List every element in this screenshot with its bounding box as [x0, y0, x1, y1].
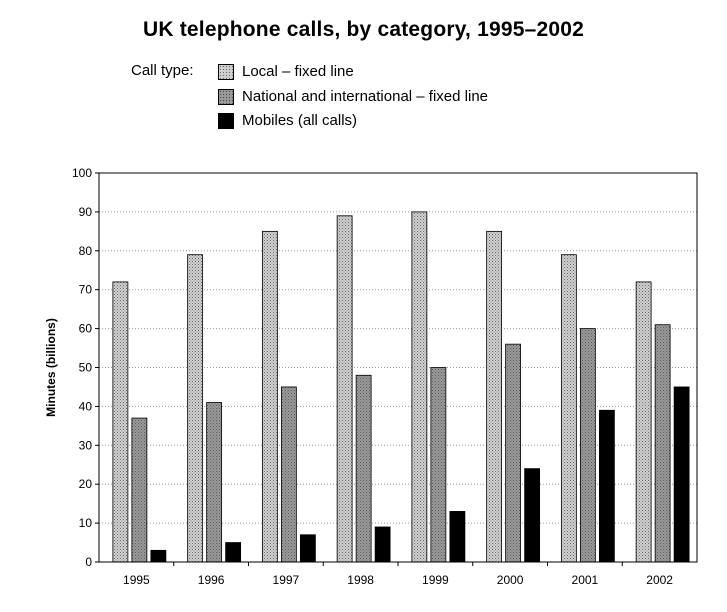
y-tick-label: 40: [79, 399, 93, 413]
legend-label-national: National and international – fixed line: [242, 88, 488, 105]
bar-national-1996: [206, 402, 223, 563]
bar-national-2002: [654, 324, 671, 563]
x-tick-label: 2001: [572, 573, 599, 587]
y-tick-label: 70: [79, 283, 93, 297]
legend-label-mobiles: Mobiles (all calls): [242, 112, 358, 129]
bar-local-1998: [336, 215, 353, 563]
x-tick-label: 2000: [497, 573, 524, 587]
bar-mobiles-1995: [150, 549, 167, 563]
bars: [112, 211, 690, 563]
bar-mobiles-2001: [598, 409, 615, 563]
legend: Call type: Local – fixed line National a…: [0, 0, 727, 150]
legend-heading: Call type:: [131, 62, 194, 79]
bar-national-2000: [505, 343, 522, 563]
y-tick-label: 30: [79, 438, 93, 452]
legend-label-local: Local – fixed line: [242, 63, 354, 80]
y-axis-title: Minutes (billions): [44, 318, 58, 417]
y-tick-label: 60: [79, 322, 93, 336]
bar-local-1995: [112, 281, 129, 563]
bar-local-2001: [560, 254, 577, 563]
y-tick-label: 20: [79, 477, 93, 491]
x-axis: 1995 1996 1997 1998 1999 2000 2001 2002: [123, 562, 673, 587]
y-axis: 0 10 20 30 40 50 60 70 80 90 100: [72, 166, 99, 569]
legend-swatch-local: [218, 64, 234, 80]
x-tick-label: 1996: [198, 573, 225, 587]
x-tick-label: 1995: [123, 573, 150, 587]
y-tick-label: 80: [79, 244, 93, 258]
bar-local-2002: [635, 281, 652, 563]
bar-mobiles-1997: [299, 534, 316, 563]
bar-mobiles-1999: [449, 511, 466, 563]
y-tick-label: 0: [85, 555, 92, 569]
bar-national-1997: [280, 386, 297, 563]
bar-national-1999: [430, 367, 447, 563]
bar-local-1997: [261, 230, 278, 563]
y-tick-label: 90: [79, 205, 93, 219]
x-tick-label: 1997: [273, 573, 300, 587]
bar-local-1996: [187, 254, 204, 563]
y-tick-label: 10: [79, 516, 93, 530]
bar-national-1995: [131, 417, 148, 563]
x-tick-label: 1998: [347, 573, 374, 587]
chart-title: UK telephone calls, by category, 1995–20…: [142, 18, 585, 41]
bar-mobiles-1998: [374, 526, 391, 563]
bar-local-1999: [411, 211, 428, 563]
bar-national-2001: [579, 328, 596, 563]
y-tick-label: 100: [72, 166, 92, 180]
x-tick-label: 2002: [646, 573, 673, 587]
legend-swatch-mobiles: [218, 113, 234, 129]
bar-mobiles-2002: [673, 386, 690, 563]
bar-mobiles-1996: [225, 542, 242, 563]
bar-national-1998: [355, 374, 372, 563]
y-tick-label: 50: [79, 361, 93, 375]
legend-swatch-national: [218, 89, 234, 105]
bar-mobiles-2000: [524, 468, 541, 563]
bar-local-2000: [486, 230, 503, 563]
x-tick-label: 1999: [422, 573, 449, 587]
